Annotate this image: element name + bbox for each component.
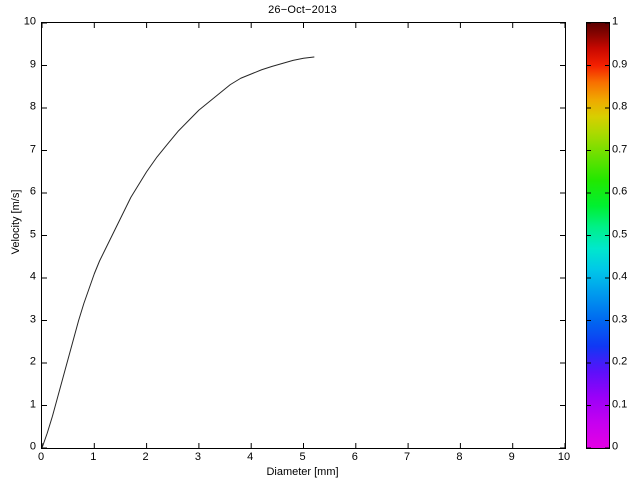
colorbar-tick-label: 0.2 [612, 355, 628, 368]
y-tick-label: 3 [29, 313, 36, 325]
colorbar-tick-label: 1 [612, 15, 619, 28]
x-tick-label: 0 [37, 451, 45, 463]
page-title: 26−Oct−2013 [268, 4, 337, 16]
y-axis-label: Velocity [m/s] [10, 189, 22, 255]
x-tick-label: 9 [508, 451, 515, 463]
x-tick-label: 5 [299, 451, 306, 463]
x-tick-label: 10 [557, 451, 571, 463]
colorbar-tick-labels: 0 0.1 0.2 0.3 0.4 0.5 0.6 0.7 0.8 0.9 1 [612, 16, 640, 452]
x-axis-tick-labels: 0 1 2 3 4 5 6 7 8 9 10 [37, 451, 570, 466]
colorbar-tick-label: 0.7 [612, 143, 628, 155]
x-tick-label: 8 [456, 451, 463, 463]
x-tick-label: 3 [194, 451, 201, 463]
y-tick-label: 7 [29, 143, 36, 155]
colorbar-tick-label: 0.4 [612, 270, 628, 283]
colorbar-tick-label: 0.5 [612, 228, 628, 240]
colorbar-tick-label: 0.3 [612, 313, 628, 325]
y-tick-label: 1 [29, 398, 36, 410]
colorbar-tick-label: 0.8 [612, 100, 628, 113]
y-tick-label: 9 [29, 58, 36, 70]
colorbar-tick-label: 0.6 [612, 185, 628, 198]
x-tick-label: 1 [90, 451, 97, 463]
plot-axes [41, 22, 566, 449]
x-tick-label: 4 [247, 451, 254, 463]
colorbar-tick-label: 0 [612, 440, 619, 453]
colorbar-tick-label: 0.9 [612, 58, 628, 70]
y-tick-label: 0 [29, 440, 36, 453]
y-axis-tick-labels: 0 1 2 3 4 5 6 7 8 9 10 [0, 16, 36, 452]
x-tick-label: 2 [142, 451, 149, 463]
colorbar-tick-label: 0.1 [612, 398, 628, 410]
y-tick-label: 6 [29, 185, 36, 198]
y-tick-label: 10 [23, 15, 36, 28]
x-tick-label: 7 [404, 451, 411, 463]
data-series-line [42, 56, 315, 448]
x-axis-label: Diameter [mm] [266, 466, 339, 478]
y-tick-label: 4 [29, 270, 36, 283]
x-tick-label: 6 [351, 451, 358, 463]
colorbar [586, 22, 610, 449]
y-tick-label: 5 [29, 228, 36, 240]
axis-tick-marks [42, 23, 565, 448]
colorbar-gradient [587, 23, 609, 448]
y-tick-label: 2 [29, 355, 36, 368]
plot-canvas [42, 23, 565, 448]
y-tick-label: 8 [29, 100, 36, 113]
